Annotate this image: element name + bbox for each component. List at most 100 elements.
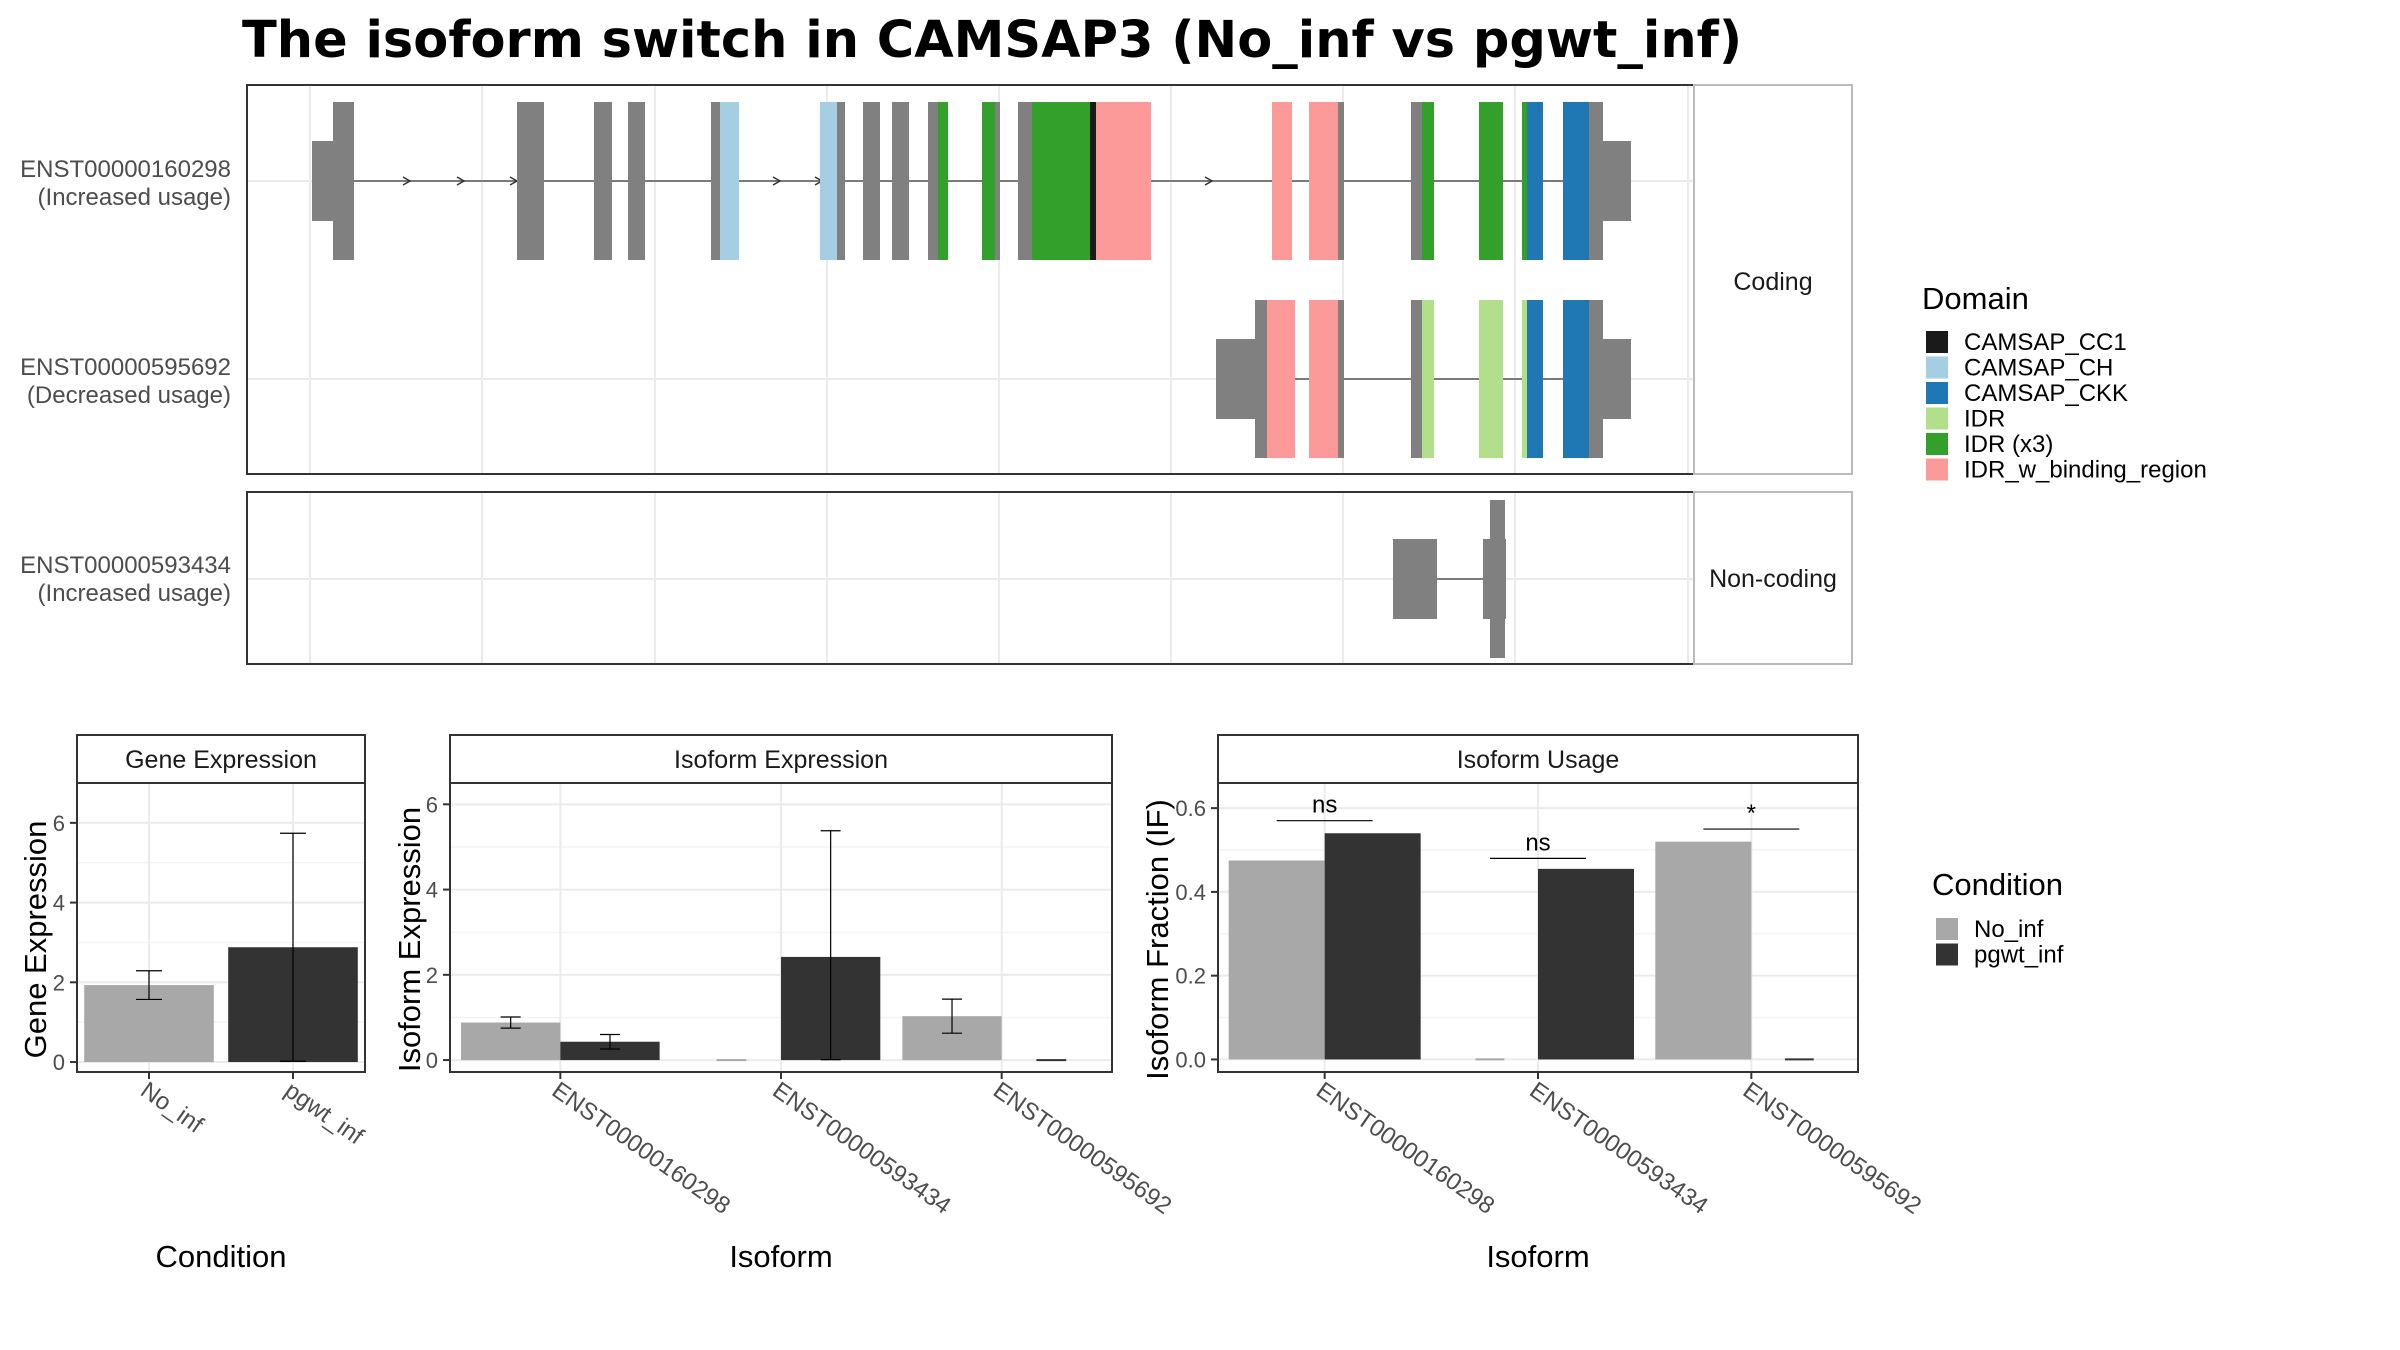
exon	[1490, 500, 1505, 658]
y-tick-label: 0.2	[1175, 964, 1206, 989]
y-axis-title: Isoform Expression	[392, 807, 427, 1072]
legend-label: No_inf	[1974, 916, 2044, 943]
bar	[560, 1041, 660, 1061]
figure-title: The isoform switch in CAMSAP3 (No_inf vs…	[242, 11, 1742, 70]
legend-swatch	[1936, 943, 1958, 966]
row-label-note: (Decreased usage)	[27, 382, 231, 409]
exon	[1563, 300, 1589, 458]
exon	[863, 102, 880, 260]
x-tick-label: ENST00000593434	[768, 1077, 956, 1220]
y-tick-label: 0.6	[1175, 796, 1206, 821]
row-label-id: ENST00000595692	[20, 354, 231, 381]
exon	[1479, 300, 1503, 458]
exon	[938, 102, 948, 260]
chart-strip	[76, 734, 366, 784]
exon	[1522, 300, 1527, 458]
exon	[1338, 102, 1344, 260]
legend-label: IDR (x3)	[1964, 431, 2053, 458]
direction-arrow	[1204, 176, 1214, 186]
exon	[820, 102, 837, 260]
chart-strip-title: Isoform Usage	[1457, 746, 1620, 774]
exon	[837, 102, 845, 260]
exon	[1096, 102, 1151, 260]
exon	[517, 102, 544, 260]
exon	[1255, 300, 1267, 458]
coding-panel-frame	[246, 84, 1695, 475]
exon	[1589, 300, 1603, 458]
y-tick-label: 4	[426, 878, 438, 903]
coding-strip	[1693, 84, 1853, 475]
exon	[1309, 102, 1338, 260]
exon	[1032, 102, 1090, 260]
exon	[1589, 102, 1603, 260]
x-axis-title: Isoform	[729, 1239, 832, 1274]
y-tick-label: 2	[426, 963, 438, 988]
exon	[1603, 141, 1631, 221]
chart-strip	[449, 734, 1113, 784]
y-tick-label: 4	[53, 891, 65, 916]
legend-swatch	[1936, 918, 1958, 940]
x-axis-title: Isoform	[1486, 1239, 1589, 1274]
x-tick-label: ENST00000595692	[1738, 1077, 1926, 1220]
coding-rows	[312, 102, 1631, 458]
exon	[720, 102, 739, 260]
exon	[1479, 102, 1503, 260]
domain-legend: Domain CAMSAP_CC1CAMSAP_CHCAMSAP_CKKIDRI…	[1922, 281, 2207, 484]
legend-label: IDR_w_binding_region	[1964, 457, 2207, 484]
domain-legend-title: Domain	[1922, 281, 2029, 316]
noncoding-panel: Non-coding ENST00000593434 (Increased us…	[20, 491, 1853, 665]
chart-strip-title: Gene Expression	[125, 746, 317, 774]
plot-frame	[76, 782, 366, 1073]
x-tick-label: pgwt_inf	[280, 1077, 369, 1151]
exon	[1393, 539, 1437, 619]
exon	[892, 102, 909, 260]
y-tick-label: 6	[53, 811, 65, 836]
exon	[711, 102, 720, 260]
row-label-note: (Increased usage)	[38, 184, 231, 211]
legend-swatch	[1926, 331, 1948, 353]
y-axis-title: Isoform Fraction (IF)	[1140, 799, 1175, 1080]
bar	[1324, 833, 1421, 1060]
y-tick-label: 0.0	[1175, 1047, 1206, 1072]
chart-strip	[1217, 734, 1859, 784]
bar	[1228, 860, 1325, 1060]
bar	[461, 1022, 561, 1061]
noncoding-strip-label: Non-coding	[1709, 565, 1837, 593]
legend-label: CAMSAP_CKK	[1964, 380, 2128, 407]
direction-arrow	[402, 176, 412, 186]
row-label-id: ENST00000160298	[20, 156, 231, 183]
exon	[1422, 300, 1434, 458]
legend-label: pgwt_inf	[1974, 942, 2064, 969]
chart-strip-title: Isoform Expression	[674, 746, 888, 774]
exon	[1422, 102, 1434, 260]
exon	[1563, 102, 1589, 260]
exon	[312, 141, 335, 221]
bar	[1538, 868, 1634, 1060]
exon	[928, 102, 938, 260]
x-tick-label: ENST00000160298	[547, 1077, 735, 1220]
legend-label: CAMSAP_CC1	[1964, 329, 2127, 356]
row-label-id: ENST00000593434	[20, 552, 231, 579]
row-label-note: (Increased usage)	[38, 580, 231, 607]
exon	[1603, 339, 1631, 419]
legend-swatch	[1926, 407, 1948, 430]
exon	[1522, 102, 1527, 260]
exon	[1411, 102, 1422, 260]
legend-swatch	[1926, 356, 1948, 379]
x-tick-label: ENST00000595692	[988, 1077, 1176, 1220]
exon	[333, 102, 354, 260]
y-tick-label: 2	[53, 970, 65, 995]
significance-label: ns	[1312, 792, 1337, 819]
x-tick-label: ENST00000160298	[1311, 1077, 1499, 1220]
legend-swatch	[1926, 433, 1948, 455]
exon	[1018, 102, 1032, 260]
coding-panel: Coding ENST00000160298 (Increased usage)…	[20, 84, 1853, 475]
x-axis-title: Condition	[156, 1239, 287, 1274]
bar	[1655, 841, 1752, 1060]
x-tick-label: ENST00000593434	[1525, 1077, 1713, 1220]
exon	[628, 102, 645, 260]
